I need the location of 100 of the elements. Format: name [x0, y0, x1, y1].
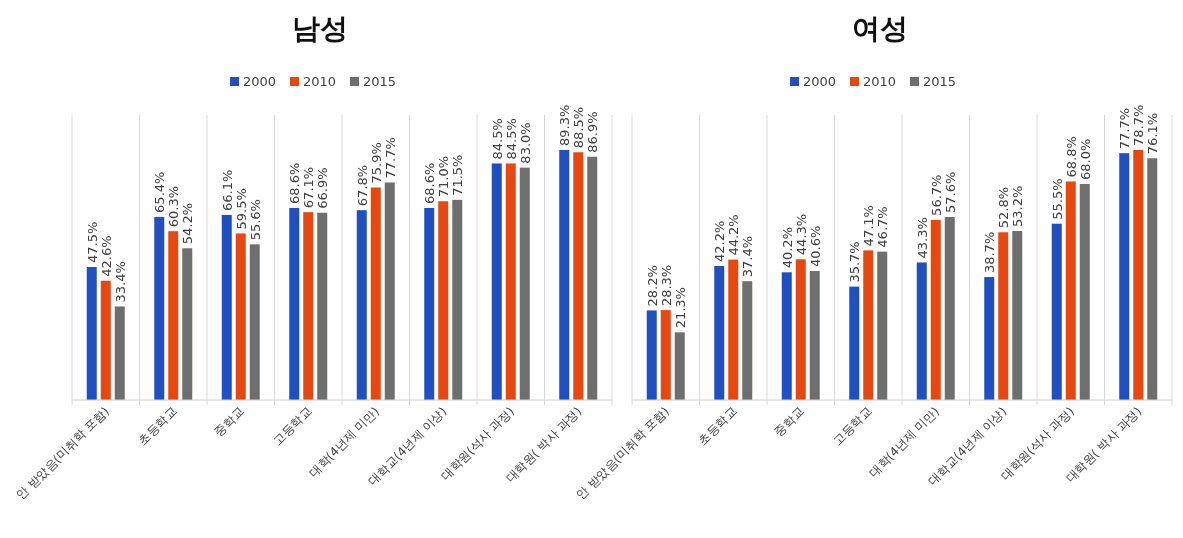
- data-label: 66.9%: [315, 167, 331, 209]
- bar: [944, 217, 955, 400]
- bar: [519, 167, 530, 400]
- legend-label: 2000: [243, 74, 277, 89]
- bar: [182, 248, 193, 400]
- data-label: 44.3%: [793, 213, 809, 256]
- bar: [849, 286, 860, 400]
- bar: [863, 250, 874, 400]
- data-label: 71.5%: [450, 154, 466, 196]
- data-label: 60.3%: [166, 185, 182, 228]
- data-label: 54.2%: [180, 202, 196, 245]
- bar: [317, 212, 328, 400]
- data-label: 28.3%: [658, 264, 674, 307]
- chart-title: 남성: [292, 12, 348, 45]
- bar: [1147, 158, 1158, 400]
- bar: [249, 244, 260, 400]
- data-label: 37.4%: [740, 235, 756, 278]
- bar: [646, 310, 657, 400]
- data-label: 71.0%: [436, 155, 452, 198]
- data-label: 35.7%: [847, 241, 863, 283]
- bar: [674, 332, 685, 400]
- data-label: 76.1%: [1145, 112, 1161, 155]
- data-label: 44.2%: [726, 214, 742, 256]
- data-label: 83.0%: [517, 122, 533, 164]
- bar: [221, 214, 232, 400]
- bar: [573, 152, 584, 400]
- legend-label: 2000: [803, 74, 837, 89]
- data-label: 75.9%: [368, 142, 384, 184]
- data-label: 78.7%: [1131, 104, 1147, 146]
- data-label: 42.6%: [98, 235, 114, 277]
- bar: [289, 207, 300, 400]
- data-label: 40.2%: [779, 226, 795, 269]
- data-label: 66.1%: [219, 169, 235, 211]
- bar: [235, 233, 246, 400]
- bar: [168, 231, 179, 400]
- data-label: 67.8%: [354, 164, 370, 207]
- data-label: 52.8%: [996, 186, 1012, 229]
- bar: [438, 201, 449, 400]
- legend-label: 2010: [303, 74, 337, 89]
- legend-label: 2015: [923, 74, 957, 89]
- bar: [303, 212, 314, 400]
- bar: [930, 219, 941, 400]
- data-label: 55.6%: [247, 199, 263, 241]
- legend-label: 2010: [863, 74, 897, 89]
- data-label: 88.5%: [571, 106, 587, 149]
- bar: [877, 251, 888, 400]
- data-label: 57.6%: [942, 171, 958, 214]
- bar: [1065, 181, 1076, 400]
- bar: [356, 210, 367, 400]
- data-label: 46.7%: [875, 206, 891, 248]
- bar: [809, 271, 820, 400]
- bar: [728, 259, 739, 400]
- bar: [114, 306, 125, 400]
- bar: [100, 280, 111, 400]
- data-label: 68.8%: [1063, 136, 1079, 178]
- bar: [714, 265, 725, 400]
- bar: [424, 207, 435, 400]
- data-label: 47.1%: [861, 205, 877, 247]
- bar: [384, 182, 395, 400]
- data-label: 84.5%: [503, 118, 519, 160]
- bar: [587, 156, 598, 400]
- data-label: 68.0%: [1077, 138, 1093, 180]
- bar: [795, 259, 806, 400]
- data-label: 21.3%: [672, 287, 688, 329]
- data-label: 77.7%: [1117, 107, 1133, 150]
- bar: [505, 163, 516, 400]
- data-label: 56.7%: [928, 174, 944, 216]
- data-label: 77.7%: [382, 137, 398, 179]
- data-label: 65.4%: [152, 171, 168, 213]
- bar: [1051, 223, 1062, 400]
- bar: [86, 267, 97, 400]
- bar: [370, 187, 381, 400]
- data-label: 89.3%: [557, 104, 573, 146]
- data-label: 68.6%: [422, 162, 438, 204]
- bar: [742, 281, 753, 400]
- data-label: 47.5%: [84, 221, 100, 264]
- bar: [1012, 231, 1023, 400]
- bar: [1079, 183, 1090, 400]
- bar: [154, 216, 165, 400]
- bar: [1133, 150, 1144, 400]
- bar: [916, 262, 927, 400]
- bar: [660, 310, 671, 400]
- data-label: 43.3%: [914, 217, 930, 259]
- data-label: 67.1%: [301, 166, 317, 209]
- bar: [1119, 153, 1130, 400]
- data-label: 59.5%: [233, 188, 249, 230]
- bar: [984, 277, 995, 400]
- data-label: 55.5%: [1049, 178, 1065, 220]
- data-label: 42.2%: [712, 220, 728, 262]
- data-label: 40.6%: [807, 225, 823, 268]
- data-label: 38.7%: [982, 231, 998, 274]
- data-label: 84.5%: [489, 118, 505, 160]
- chart-title: 여성: [852, 12, 908, 45]
- legend-label: 2015: [363, 74, 397, 89]
- bar: [559, 150, 570, 400]
- data-label: 86.9%: [585, 111, 601, 153]
- data-label: 53.2%: [1010, 185, 1026, 227]
- data-label: 68.6%: [287, 162, 303, 204]
- bar: [452, 199, 463, 400]
- bar: [491, 163, 502, 400]
